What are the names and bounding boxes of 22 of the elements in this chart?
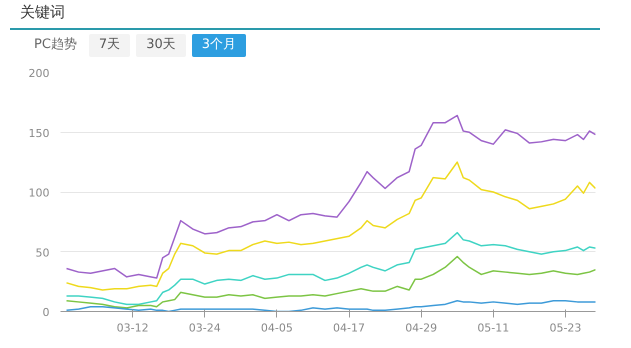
- button: 30天: [136, 34, 186, 57]
- y-tick-label: 150: [28, 126, 50, 140]
- x-tick-label: 03-24: [188, 322, 221, 334]
- button: 7天: [88, 34, 130, 57]
- x-tick-label: 04-29: [405, 322, 438, 334]
- line-series: [66, 161, 596, 291]
- line-series: [66, 232, 596, 306]
- y-tick-label: 0: [42, 306, 50, 319]
- y-tick-label: 200: [28, 67, 50, 80]
- control-label: PC趋势: [34, 37, 77, 52]
- line-series: [66, 256, 596, 309]
- line-series: [66, 114, 596, 279]
- chart-title: 关键词: [10, 0, 600, 30]
- y-tick-label: 50: [36, 246, 50, 260]
- x-tick-label: 04-05: [260, 322, 293, 334]
- x-tick-label: 04-17: [333, 322, 366, 334]
- x-tick-label: 03-12: [116, 322, 149, 334]
- x-tick-label: 05-23: [549, 322, 582, 334]
- button: 3个月: [192, 34, 246, 57]
- x-tick-label: 05-11: [477, 322, 510, 334]
- line-series: [66, 300, 596, 312]
- y-tick-label: 100: [28, 186, 50, 200]
